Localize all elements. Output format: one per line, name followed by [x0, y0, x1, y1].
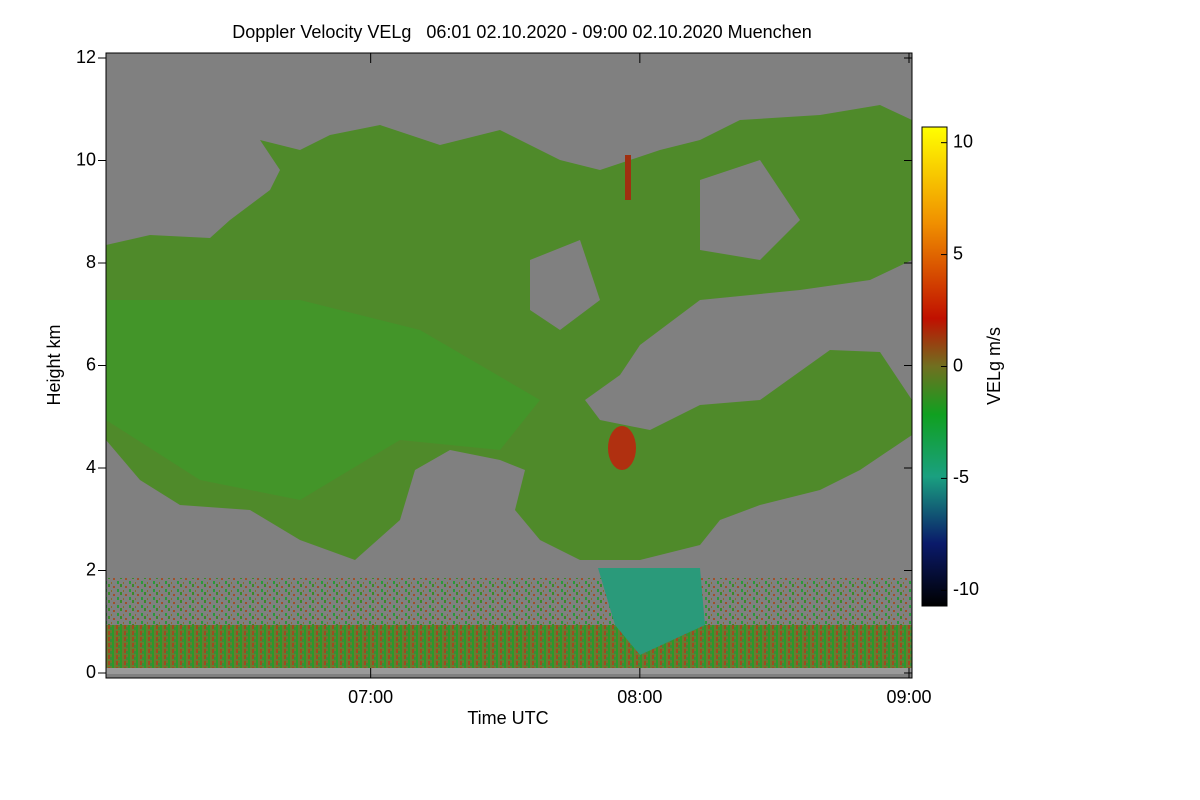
colorbar-tick-label: 0 [953, 355, 963, 375]
y-tick-label: 2 [86, 559, 96, 579]
x-tick-label: 07:00 [348, 687, 393, 707]
y-tick-label: 4 [86, 457, 96, 477]
colorbar-tick-label: -10 [953, 579, 979, 599]
colorbar-tick-label: 5 [953, 243, 963, 263]
colorbar-tick-label: -5 [953, 467, 969, 487]
colorbar-label: VELg m/s [984, 327, 1004, 405]
y-tick-label: 12 [76, 47, 96, 67]
x-axis-label: Time UTC [467, 708, 548, 728]
y-tick-label: 6 [86, 354, 96, 374]
x-tick-label: 08:00 [617, 687, 662, 707]
y-tick-label: 10 [76, 149, 96, 169]
chart-title: Doppler Velocity VELg 06:01 02.10.2020 -… [232, 22, 811, 42]
colorbar-tick-label: 10 [953, 131, 973, 151]
x-tick-label: 09:00 [886, 687, 931, 707]
y-axis-label: Height km [44, 324, 64, 405]
radar-field [106, 53, 912, 678]
y-tick-label: 8 [86, 252, 96, 272]
y-tick-label: 0 [86, 662, 96, 682]
